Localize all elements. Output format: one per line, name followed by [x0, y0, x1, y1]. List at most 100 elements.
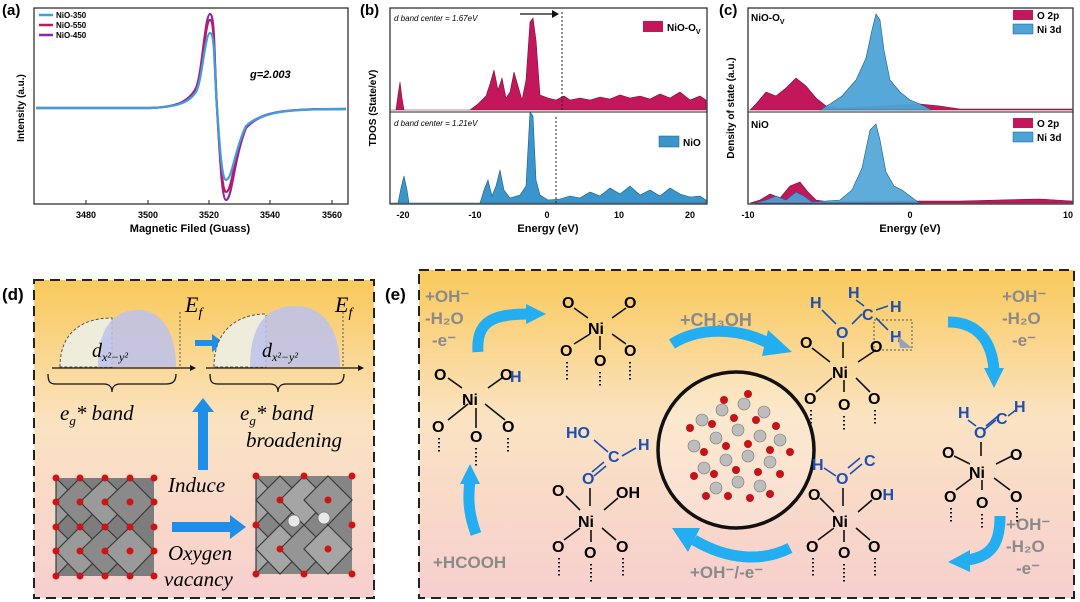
- atom-h: H: [638, 437, 650, 454]
- step4-h2o: -H₂O: [1006, 537, 1045, 556]
- xtick: 20: [685, 210, 695, 220]
- panel-d-label: (d): [2, 285, 24, 304]
- pdos-nio-ni3d: [754, 123, 923, 204]
- step4-e: -e⁻: [1016, 559, 1040, 578]
- xtick: 10: [614, 210, 624, 220]
- atom-oh: OH: [870, 487, 894, 504]
- arrow-right-2-icon: [172, 515, 246, 539]
- xtick: -10: [741, 210, 754, 220]
- orbital-label-left: dx²−y²: [92, 340, 128, 364]
- eg-band-right: eg* band: [240, 401, 314, 428]
- legend-swatch-nio-ov: [643, 21, 663, 32]
- legend-swatch-ni3d-b: [1012, 131, 1034, 143]
- atom-o: O: [552, 539, 564, 556]
- atom-o: O: [470, 429, 482, 446]
- atom-o: O: [974, 425, 986, 442]
- atom-ni: Ni: [578, 514, 594, 531]
- step6-hcooh: +HCOOH: [433, 553, 506, 572]
- atom-c: C: [996, 411, 1008, 428]
- atom-o: O: [500, 367, 512, 384]
- xtick: -20: [396, 210, 409, 220]
- panel-b-frame: [389, 7, 708, 205]
- intermediate-ni-bare: O O Ni O O O: [560, 295, 636, 388]
- atom-o: O: [808, 487, 820, 504]
- arrow-head-icon: [526, 304, 546, 324]
- atom-h: H: [890, 329, 902, 346]
- panel-a-legend: NiO-350 NiO-550 NiO-450: [39, 11, 87, 40]
- atom-o: O: [868, 539, 880, 556]
- epr-curve-nio-350: [36, 31, 347, 182]
- atom-o: O: [624, 295, 636, 312]
- xtick: -10: [468, 210, 481, 220]
- panel-b-xticks: -20 -10 0 10 20: [396, 210, 695, 220]
- pdos-ov-ni3d: [818, 13, 933, 111]
- atom-ni: Ni: [588, 321, 604, 338]
- atom-o: O: [502, 419, 514, 436]
- legend-o2p-b: O 2p: [1037, 119, 1059, 130]
- atom-o: O: [838, 397, 850, 414]
- panel-a-xlabel: Magnetic Filed (Guass): [130, 223, 251, 235]
- atom-o: O: [976, 495, 988, 512]
- atom-h: H: [510, 369, 522, 386]
- intermediate-ni-och3: H H C H H O O O Ni O O O: [800, 285, 913, 432]
- xtick: 0: [907, 210, 912, 220]
- step3-oh: +OH⁻: [1002, 287, 1046, 306]
- step5-oh-e: +OH⁻/-e⁻: [690, 563, 763, 582]
- atom-o: O: [582, 471, 594, 488]
- atom-o: O: [560, 343, 572, 360]
- legend-nio-450: NiO-450: [56, 31, 87, 40]
- atom-o: O: [432, 419, 444, 436]
- cycle-arrows: [463, 308, 1006, 566]
- atom-ni: Ni: [832, 365, 848, 382]
- panel-e-label: (e): [385, 285, 406, 304]
- atom-o: O: [594, 353, 606, 370]
- atom-o: O: [836, 471, 848, 488]
- atom-o: O: [836, 325, 848, 342]
- arrow-head-icon: [948, 550, 970, 572]
- legend-nio: NiO: [683, 138, 701, 149]
- step3-h2o: -H₂O: [1002, 309, 1041, 328]
- xtick: 3520: [199, 210, 219, 220]
- arrow-head-icon: [460, 464, 480, 484]
- broadening-label: broadening: [246, 428, 342, 452]
- atom-o: O: [624, 343, 636, 360]
- intermediate-ni-formate: HO C H O O OH Ni O O O: [552, 425, 650, 582]
- atom-o: O: [838, 545, 850, 562]
- g-value-annotation: g=2.003: [249, 69, 291, 81]
- atom-h: H: [848, 285, 860, 302]
- xtick: 3480: [76, 210, 96, 220]
- panel-b-label: (b): [360, 2, 379, 19]
- atom-o: O: [1010, 489, 1022, 506]
- eg-band-left: eg* band: [60, 401, 134, 428]
- panel-c-frame: [747, 7, 1074, 205]
- legend-swatch-ni3d: [1012, 23, 1034, 35]
- arrow-up-icon: [192, 398, 214, 470]
- atom-o: O: [806, 539, 818, 556]
- atom-o: O: [616, 539, 628, 556]
- panel-a-label: (a): [2, 2, 20, 19]
- legend-o2p: O 2p: [1037, 11, 1059, 22]
- atom-h: H: [1014, 399, 1026, 416]
- atom-c: C: [862, 307, 874, 324]
- panel-a-frame: [33, 7, 349, 205]
- induce-label: Induce: [167, 473, 225, 497]
- legend-swatch-o2p: [1013, 10, 1033, 20]
- step2-ch3oh: +CH₃OH: [680, 310, 752, 330]
- epr-curve-nio-550: [36, 18, 347, 194]
- tdos-nio: [391, 111, 707, 204]
- atom-h: H: [810, 295, 822, 312]
- panel-c-xticks: -10 0 10: [741, 210, 1073, 220]
- orbital-label-right: dx²−y²: [262, 340, 298, 364]
- nio-cluster-circle: [656, 370, 816, 530]
- atom-o: O: [1010, 447, 1022, 464]
- panel-b-xlabel: Energy (eV): [517, 223, 578, 235]
- panel-a: (a) Intensity (a.u.) Magnetic Filed (Gua…: [2, 2, 349, 235]
- atom-o: O: [800, 335, 812, 352]
- xtick: 3540: [260, 210, 280, 220]
- arrow-head-icon: [762, 330, 792, 356]
- atom-o: O: [552, 483, 564, 500]
- legend-swatch-nio: [658, 135, 680, 148]
- panel-a-xticks: 3480 3500 3520 3540 3560: [76, 210, 342, 220]
- atom-o: O: [584, 545, 596, 562]
